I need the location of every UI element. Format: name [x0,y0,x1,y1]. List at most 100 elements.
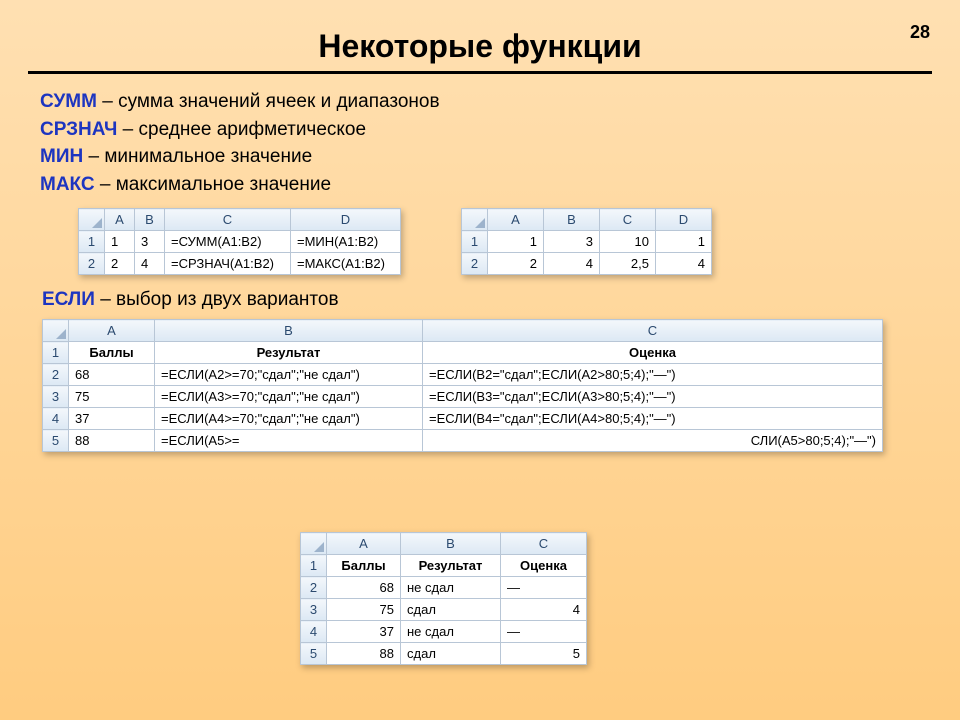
result-table: A B C D 1 1 3 10 1 2 2 4 2,5 4 [461,208,712,275]
fn-desc: – минимальное значение [83,146,312,167]
cell[interactable]: 88 [327,643,401,665]
cell[interactable]: не сдал [401,577,501,599]
table-corner [79,209,105,231]
cell[interactable]: 88 [69,430,155,452]
cell[interactable]: Оценка [501,555,587,577]
cell[interactable]: Результат [401,555,501,577]
cell[interactable]: Баллы [69,342,155,364]
cell[interactable]: 4 [135,253,165,275]
cell[interactable]: =МИН(A1:B2) [291,231,401,253]
cell[interactable]: =ЕСЛИ(B3="сдал";ЕСЛИ(A3>80;5;4);"—") [423,386,883,408]
if-definition: ЕСЛИ – выбор из двух вариантов [42,289,920,311]
cell[interactable]: 37 [327,621,401,643]
table-row: 1 Баллы Результат Оценка [301,555,587,577]
function-definitions: СУММ – сумма значений ячеек и диапазонов… [40,88,920,198]
fn-name: СРЗНАЧ [40,119,117,140]
cell[interactable]: 37 [69,408,155,430]
cell[interactable]: сдал [401,643,501,665]
cell[interactable]: 4 [501,599,587,621]
cell[interactable]: =ЕСЛИ(A5>= [155,430,423,452]
cell[interactable]: — [501,577,587,599]
fn-name: СУММ [40,91,97,112]
fn-name: МИН [40,146,83,167]
fn-desc: – выбор из двух вариантов [95,289,339,310]
col-header: C [600,209,656,231]
cell[interactable]: =ЕСЛИ(A2>=70;"сдал";"не сдал") [155,364,423,386]
col-header: B [155,320,423,342]
cell[interactable]: 75 [69,386,155,408]
cell[interactable]: =СРЗНАЧ(A1:B2) [165,253,291,275]
cell[interactable]: 3 [135,231,165,253]
if-formula-table: A B C 1 Баллы Результат Оценка 2 68 =ЕСЛ… [42,319,883,452]
table-corner [462,209,488,231]
cell[interactable]: 4 [544,253,600,275]
cell[interactable]: =СУММ(A1:B2) [165,231,291,253]
cell[interactable]: 1 [488,231,544,253]
formula-table: A B C D 1 1 3 =СУММ(A1:B2) =МИН(A1:B2) 2… [78,208,401,275]
table-row: 2 2 4 =СРЗНАЧ(A1:B2) =МАКС(A1:B2) [79,253,401,275]
row-header: 1 [462,231,488,253]
col-header: B [135,209,165,231]
col-header: C [501,533,587,555]
cell[interactable]: =ЕСЛИ(A4>=70;"сдал";"не сдал") [155,408,423,430]
cell[interactable]: Результат [155,342,423,364]
table-row: 2 2 4 2,5 4 [462,253,712,275]
col-header: D [291,209,401,231]
cell[interactable]: 68 [69,364,155,386]
cell[interactable]: 5 [501,643,587,665]
cell[interactable]: 1 [105,231,135,253]
cell[interactable]: Оценка [423,342,883,364]
cell[interactable]: 2,5 [600,253,656,275]
table-row: 4 37 не сдал — [301,621,587,643]
row-header: 5 [43,430,69,452]
def-line: МАКС – максимальное значение [40,171,920,199]
col-header: B [544,209,600,231]
row-header: 2 [301,577,327,599]
fn-name: МАКС [40,174,95,195]
cell[interactable]: =ЕСЛИ(B2="сдал";ЕСЛИ(A2>80;5;4);"—") [423,364,883,386]
cell[interactable]: 2 [488,253,544,275]
row-header: 1 [43,342,69,364]
cell[interactable]: 10 [600,231,656,253]
table-row: 2 68 не сдал — [301,577,587,599]
table-corner [43,320,69,342]
cell[interactable]: СЛИ(A5>80;5;4);"—") [423,430,883,452]
cell[interactable]: 75 [327,599,401,621]
cell[interactable]: 4 [656,253,712,275]
cell[interactable]: сдал [401,599,501,621]
cell[interactable]: не сдал [401,621,501,643]
col-header: A [105,209,135,231]
col-header: B [401,533,501,555]
cell[interactable]: =ЕСЛИ(B4="сдал";ЕСЛИ(A4>80;5;4);"—") [423,408,883,430]
cell[interactable]: — [501,621,587,643]
row-header: 2 [43,364,69,386]
row-header: 3 [43,386,69,408]
cell[interactable]: 3 [544,231,600,253]
title-divider [28,71,932,74]
col-header: C [423,320,883,342]
page-title: Некоторые функции [0,0,960,65]
table-row: 3 75 сдал 4 [301,599,587,621]
row-header: 4 [301,621,327,643]
cell[interactable]: =ЕСЛИ(A3>=70;"сдал";"не сдал") [155,386,423,408]
table-row: 2 68 =ЕСЛИ(A2>=70;"сдал";"не сдал") =ЕСЛ… [43,364,883,386]
fn-desc: – среднее арифметическое [117,119,366,140]
row-header: 5 [301,643,327,665]
cell[interactable]: 2 [105,253,135,275]
table-row: 1 1 3 10 1 [462,231,712,253]
row-header: 3 [301,599,327,621]
col-header: A [488,209,544,231]
cell[interactable]: 1 [656,231,712,253]
cell[interactable]: Баллы [327,555,401,577]
col-header: A [69,320,155,342]
table-row: 1 Баллы Результат Оценка [43,342,883,364]
cell[interactable]: 68 [327,577,401,599]
cell[interactable]: =МАКС(A1:B2) [291,253,401,275]
fn-desc: – сумма значений ячеек и диапазонов [97,91,440,112]
row-header: 2 [462,253,488,275]
table-corner [301,533,327,555]
table-row: 5 88 сдал 5 [301,643,587,665]
def-line: СУММ – сумма значений ячеек и диапазонов [40,88,920,116]
fn-desc: – максимальное значение [95,174,331,195]
col-header: D [656,209,712,231]
